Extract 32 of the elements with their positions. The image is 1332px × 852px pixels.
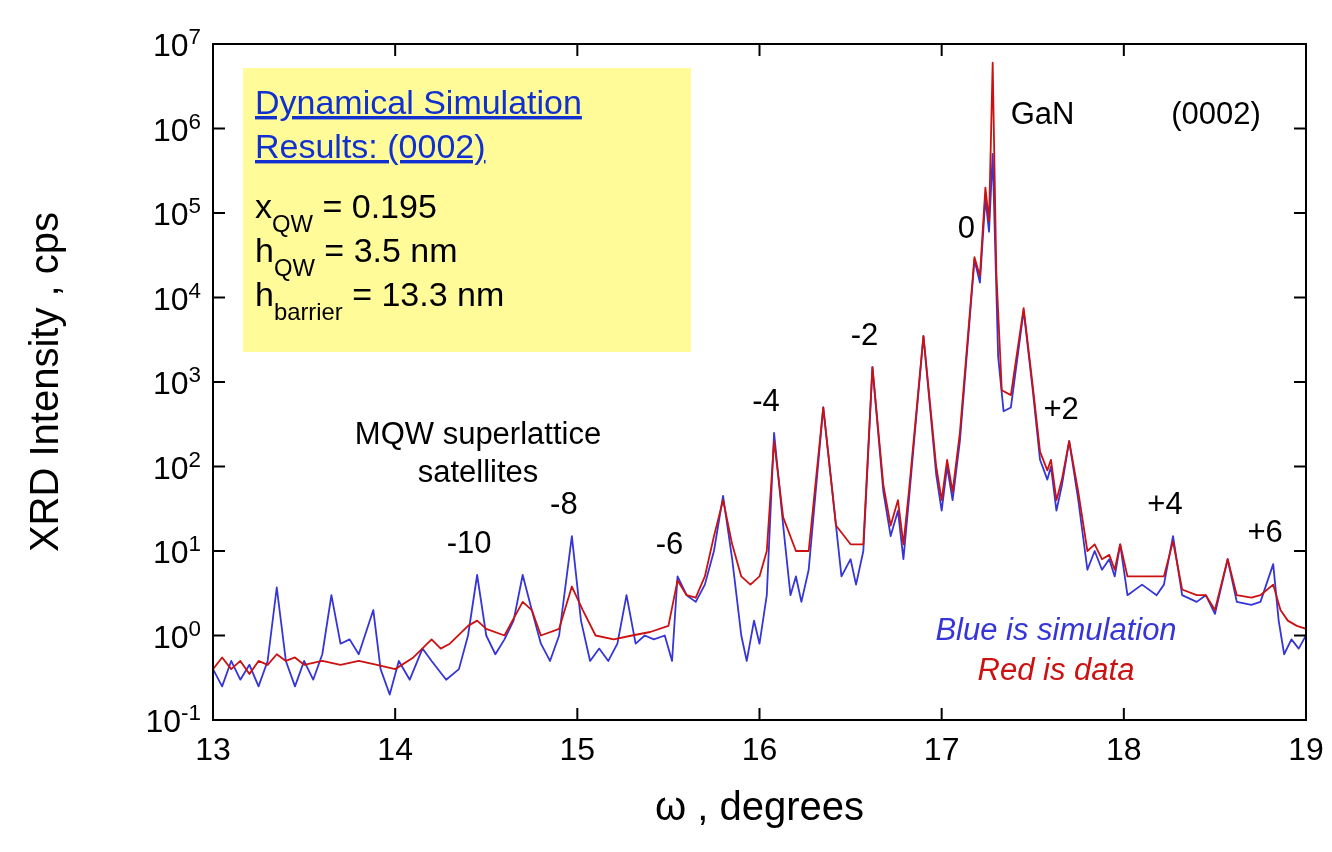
x-tick-label: 15 [559, 731, 596, 767]
annotation: Results: (0002) [255, 127, 486, 165]
x-tick-label: 14 [377, 731, 413, 767]
annotation: +6 [1247, 514, 1283, 550]
annotation: -4 [752, 382, 780, 418]
y-tick-label: 10$^{5}$ [152, 192, 201, 232]
y-axis-title: XRD Intensity , cps [22, 211, 66, 553]
annotation: -8 [550, 486, 578, 522]
x-tick-label: 16 [741, 731, 778, 767]
y-tick-label: 10$^{2}$ [152, 446, 201, 486]
annotation: (0002) [1171, 96, 1261, 131]
annotation: +4 [1147, 486, 1183, 522]
y-tick-label: 10$^{1}$ [152, 530, 201, 570]
x-tick-label: 17 [923, 731, 960, 767]
y-tick-label: 10$^{4}$ [152, 277, 201, 317]
annotation: -10 [446, 525, 492, 560]
annotation: -6 [655, 526, 684, 562]
y-tick-label: 10$^{3}$ [152, 361, 201, 401]
series-label: Blue is simulation [935, 612, 1177, 647]
annotation: GaN [1010, 96, 1075, 131]
x-tick-label: 18 [1106, 731, 1142, 767]
x-axis-title: ω , degrees [654, 784, 865, 828]
y-tick-label: 10$^{7}$ [152, 23, 201, 63]
annotation: MQW superlattice satellites [354, 416, 602, 489]
text: Red is data [977, 652, 1135, 687]
y-tick-label: 10$^{0}$ [152, 615, 201, 655]
annotation: +2 [1043, 391, 1079, 427]
annotation: 0 [957, 209, 976, 245]
annotation: Dynamical Simulation [255, 83, 582, 121]
x-tick-label: 19 [1288, 731, 1324, 767]
annotation: -2 [850, 317, 879, 353]
y-tick-label: 10$^{6}$ [152, 108, 201, 148]
